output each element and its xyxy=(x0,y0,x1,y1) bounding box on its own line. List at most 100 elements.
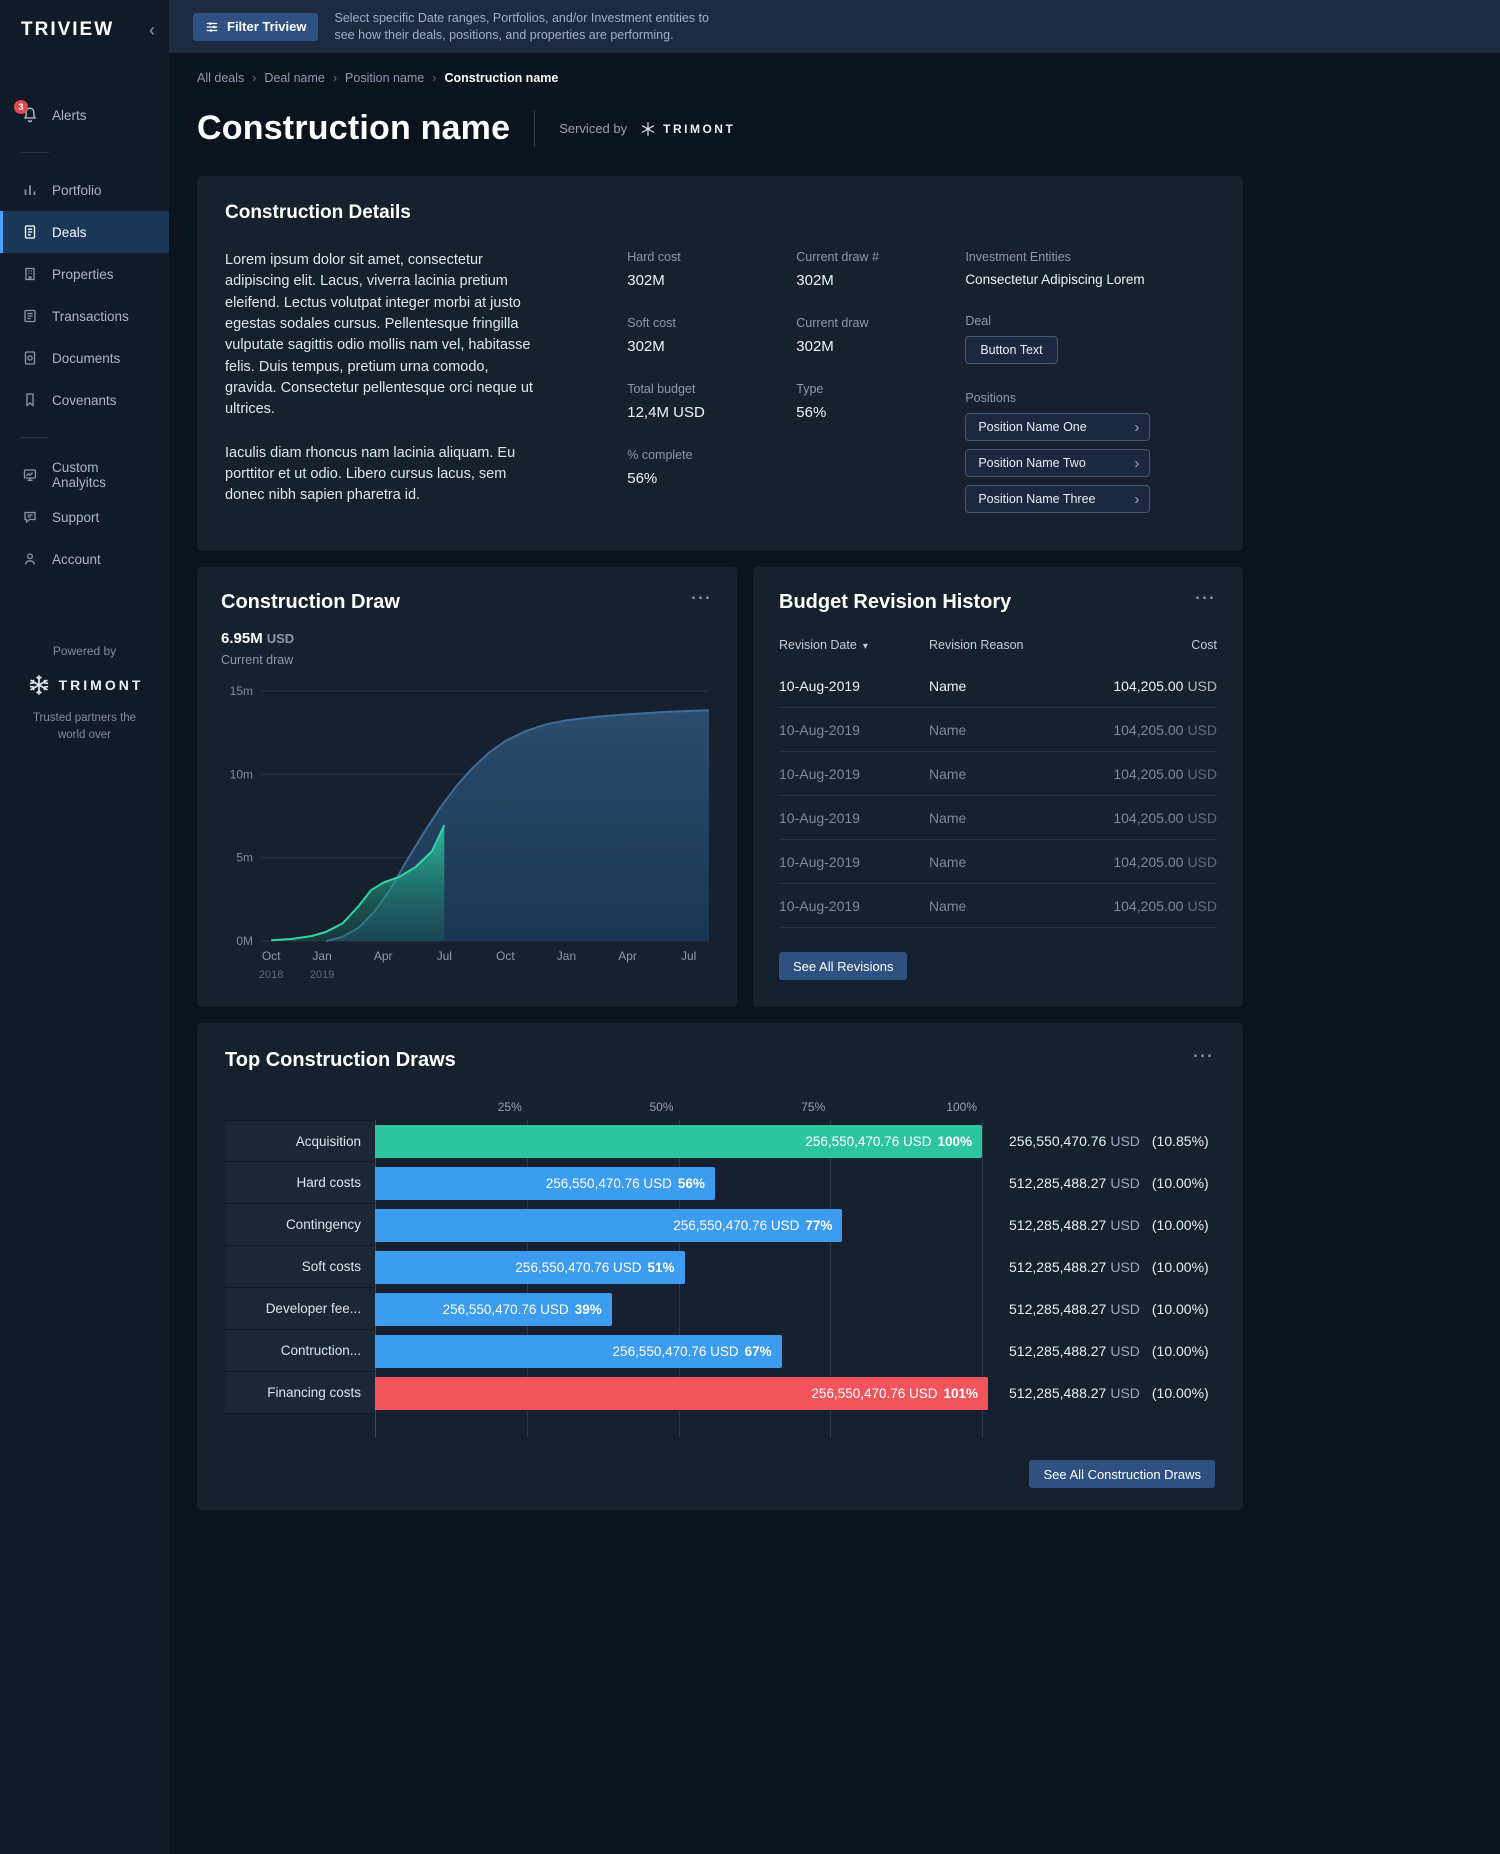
total-share: (10.85%) xyxy=(1151,1133,1209,1149)
draw-row-total: 256,550,470.76 USD (10.85%) xyxy=(995,1120,1215,1162)
sidebar: TRIVIEW ‹ 3 Alerts Portfolio D xyxy=(0,0,169,1854)
field-value: 302M xyxy=(796,338,834,355)
draw-row: Acquisition 256,550,470.76 USD 100% 2 xyxy=(225,1120,1215,1162)
total-share: (10.00%) xyxy=(1151,1259,1209,1275)
field-label: Current draw # xyxy=(796,250,879,264)
total-currency: USD xyxy=(1110,1301,1140,1317)
draw-bar-percent: 51% xyxy=(647,1259,675,1275)
more-menu-icon[interactable]: ⋯ xyxy=(1192,1044,1215,1067)
draw-bar-percent: 77% xyxy=(805,1217,833,1233)
position-button-label: Position Name One xyxy=(978,420,1087,434)
total-value: 256,550,470.76 xyxy=(1009,1133,1107,1149)
draw-row: Developer fee... 256,550,470.76 USD 39% xyxy=(225,1288,1215,1330)
axis-tick: 50% xyxy=(649,1100,674,1114)
detail-field: Current draw 302M xyxy=(796,316,965,355)
sidebar-item-documents[interactable]: Documents xyxy=(0,337,169,379)
field-label: Deal xyxy=(965,314,992,328)
total-currency: USD xyxy=(1110,1175,1140,1191)
total-currency: USD xyxy=(1110,1133,1140,1149)
breadcrumb-link[interactable]: Position name xyxy=(345,71,425,85)
servicer-logo: TRIMONT xyxy=(639,120,735,138)
breadcrumb-current: Construction name xyxy=(444,71,559,85)
see-all-construction-draws-button[interactable]: See All Construction Draws xyxy=(1029,1460,1215,1488)
svg-text:15m: 15m xyxy=(230,684,253,698)
top-draws-title: Top Construction Draws xyxy=(225,1049,456,1071)
servicer-wordmark: TRIMONT xyxy=(663,121,736,136)
field-label: Investment Entities xyxy=(965,250,1071,264)
svg-text:10m: 10m xyxy=(230,767,253,781)
total-share: (10.00%) xyxy=(1151,1385,1209,1401)
powered-by-block: Powered by TRIMONT Trusted partners the … xyxy=(0,644,169,743)
alerts-badge: 3 xyxy=(14,100,28,114)
sidebar-item-portfolio[interactable]: Portfolio xyxy=(0,169,169,211)
sidebar-divider xyxy=(21,437,49,438)
revision-row[interactable]: 10-Aug-2019 Name 104,205.00 USD xyxy=(779,796,1217,840)
positions-field: Positions Position Name One › Position N… xyxy=(965,391,1215,513)
sidebar-item-account[interactable]: Account xyxy=(0,538,169,580)
draw-bar-value: 256,550,470.76 USD xyxy=(673,1217,800,1233)
sidebar-item-label: Transactions xyxy=(52,308,129,324)
revision-row[interactable]: 10-Aug-2019 Name 104,205.00 USD xyxy=(779,708,1217,752)
user-icon xyxy=(21,550,39,568)
sidebar-item-alerts[interactable]: 3 Alerts xyxy=(0,94,169,136)
see-all-revisions-button[interactable]: See All Revisions xyxy=(779,952,908,980)
sidebar-logo-row: TRIVIEW ‹ xyxy=(0,0,169,44)
position-button[interactable]: Position Name Two › xyxy=(965,449,1151,477)
revision-reason: Name xyxy=(929,677,967,694)
grid-line xyxy=(982,1120,983,1438)
sidebar-item-support[interactable]: Support xyxy=(0,496,169,538)
revision-row[interactable]: 10-Aug-2019 Name 104,205.00 USD xyxy=(779,884,1217,928)
sidebar-item-covenants[interactable]: Covenants xyxy=(0,379,169,421)
sidebar-item-transactions[interactable]: Transactions xyxy=(0,295,169,337)
sidebar-item-label: Properties xyxy=(52,266,114,282)
draw-bar-track: 256,550,470.76 USD 51% xyxy=(375,1246,995,1288)
snowflake-icon xyxy=(641,121,655,136)
position-button[interactable]: Position Name One › xyxy=(965,413,1151,441)
draw-row: Financing costs 256,550,470.76 USD 101% xyxy=(225,1372,1215,1414)
revision-cost: 104,205.00 USD xyxy=(1113,853,1217,870)
deal-button[interactable]: Button Text xyxy=(965,336,1058,364)
svg-text:0M: 0M xyxy=(236,934,253,948)
sidebar-item-label: Portfolio xyxy=(52,182,102,198)
revision-cost: 104,205.00 USD xyxy=(1113,677,1217,694)
sidebar-item-properties[interactable]: Properties xyxy=(0,253,169,295)
draw-bar-value: 256,550,470.76 USD xyxy=(811,1385,938,1401)
construction-draw-chart: 0M 5m 10m 15m Oct 2018 Jan 2019 Apr Jul Oct Jan Apr J… xyxy=(230,684,710,981)
detail-field: % complete 56% xyxy=(627,448,796,487)
revision-row[interactable]: 10-Aug-2019 Name 104,205.00 USD xyxy=(779,840,1217,884)
top-draws-footer: See All Construction Draws xyxy=(225,1460,1215,1488)
sidebar-item-deals[interactable]: Deals xyxy=(0,211,169,253)
draw-bar-track: 256,550,470.76 USD 101% xyxy=(375,1372,995,1414)
details-fields-col1: Hard cost 302M Soft cost 302M Total budg… xyxy=(627,250,796,521)
column-header-date[interactable]: Revision Date ▾ xyxy=(779,638,868,652)
bookmark-icon xyxy=(21,391,39,409)
filter-triview-button[interactable]: Filter Triview xyxy=(193,12,319,41)
sidebar-item-custom-analytics[interactable]: Custom Analyitcs xyxy=(0,454,169,496)
ledger-icon xyxy=(21,307,39,325)
breadcrumb-link[interactable]: All deals xyxy=(197,71,245,85)
draw-row-total: 512,285,488.27 USD (10.00%) xyxy=(995,1204,1215,1246)
draw-amount-currency: USD xyxy=(266,631,295,646)
revision-row[interactable]: 10-Aug-2019 Name 104,205.00 USD xyxy=(779,752,1217,796)
field-value: 56% xyxy=(796,404,827,421)
budget-revision-history-card: Budget Revision History ⋯ Revision Date ▾… xyxy=(753,567,1243,1007)
revision-row[interactable]: 10-Aug-2019 Name 104,205.00 USD xyxy=(779,664,1217,708)
sidebar-collapse-icon[interactable]: ‹ xyxy=(149,20,155,40)
card-header: Budget Revision History ⋯ xyxy=(779,586,1217,614)
more-menu-icon[interactable]: ⋯ xyxy=(690,586,713,609)
field-value: 302M xyxy=(796,272,834,289)
header-description: Select specific Date ranges, Portfolios,… xyxy=(334,10,709,42)
position-button[interactable]: Position Name Three › xyxy=(965,485,1151,513)
more-menu-icon[interactable]: ⋯ xyxy=(1194,586,1217,609)
svg-text:Jan: Jan xyxy=(312,949,331,963)
draw-bar-value: 256,550,470.76 USD xyxy=(442,1301,569,1317)
total-share: (10.00%) xyxy=(1151,1175,1209,1191)
draw-category-label: Soft costs xyxy=(225,1246,375,1288)
breadcrumb-link[interactable]: Deal name xyxy=(264,71,325,85)
details-paragraph: Iaculis diam rhoncus nam lacinia aliquam… xyxy=(225,444,516,504)
draw-row: Contingency 256,550,470.76 USD 77% 51 xyxy=(225,1204,1215,1246)
sort-desc-icon: ▾ xyxy=(862,641,868,652)
draw-bar-track: 256,550,470.76 USD 67% xyxy=(375,1330,995,1372)
draw-category-label: Acquisition xyxy=(225,1120,375,1162)
draw-bar-percent: 39% xyxy=(574,1301,602,1317)
